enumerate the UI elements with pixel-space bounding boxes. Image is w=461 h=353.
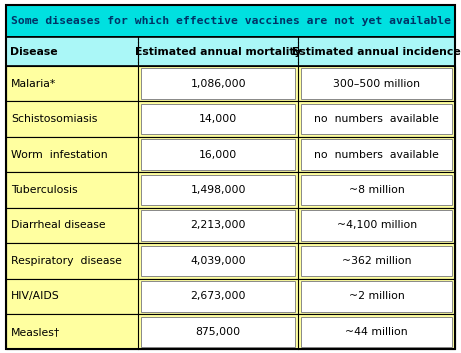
Text: ~8 million: ~8 million bbox=[349, 185, 405, 195]
Text: ~4,100 million: ~4,100 million bbox=[337, 221, 417, 231]
Bar bbox=[6, 314, 455, 349]
Text: 2,673,000: 2,673,000 bbox=[190, 291, 246, 301]
Text: 875,000: 875,000 bbox=[195, 327, 241, 337]
Text: Some diseases for which effective vaccines are not yet available: Some diseases for which effective vaccin… bbox=[11, 16, 450, 26]
Text: HIV/AIDS: HIV/AIDS bbox=[11, 291, 60, 301]
Bar bbox=[301, 281, 452, 312]
Text: Estimated annual mortality: Estimated annual mortality bbox=[135, 47, 301, 56]
Bar bbox=[301, 175, 452, 205]
Bar bbox=[6, 66, 455, 101]
Text: 2,213,000: 2,213,000 bbox=[190, 221, 246, 231]
Text: Diarrheal disease: Diarrheal disease bbox=[11, 221, 106, 231]
Bar bbox=[6, 172, 455, 208]
Bar bbox=[142, 210, 295, 241]
Text: no  numbers  available: no numbers available bbox=[314, 150, 439, 160]
Bar bbox=[6, 279, 455, 314]
Text: 4,039,000: 4,039,000 bbox=[190, 256, 246, 266]
Bar bbox=[142, 104, 295, 134]
Text: 14,000: 14,000 bbox=[199, 114, 237, 124]
Text: Malaria*: Malaria* bbox=[11, 79, 56, 89]
Text: Measles†: Measles† bbox=[11, 327, 60, 337]
Text: 300–500 million: 300–500 million bbox=[333, 79, 420, 89]
Text: Disease: Disease bbox=[10, 47, 58, 56]
Bar bbox=[301, 68, 452, 99]
Bar bbox=[301, 104, 452, 134]
Text: ~44 million: ~44 million bbox=[345, 327, 408, 337]
Bar bbox=[142, 175, 295, 205]
Text: 1,498,000: 1,498,000 bbox=[190, 185, 246, 195]
Bar bbox=[142, 281, 295, 312]
Text: Worm  infestation: Worm infestation bbox=[11, 150, 108, 160]
Bar bbox=[142, 246, 295, 276]
Text: ~362 million: ~362 million bbox=[342, 256, 412, 266]
Text: Respiratory  disease: Respiratory disease bbox=[11, 256, 122, 266]
Bar bbox=[142, 317, 295, 347]
Bar bbox=[301, 210, 452, 241]
Bar bbox=[6, 208, 455, 243]
Text: 16,000: 16,000 bbox=[199, 150, 237, 160]
Bar bbox=[6, 37, 455, 66]
Bar bbox=[142, 139, 295, 170]
Bar bbox=[6, 137, 455, 172]
Bar bbox=[301, 317, 452, 347]
Text: Estimated annual incidence: Estimated annual incidence bbox=[292, 47, 461, 56]
Bar bbox=[301, 246, 452, 276]
Bar bbox=[142, 68, 295, 99]
Text: ~2 million: ~2 million bbox=[349, 291, 405, 301]
Text: 1,086,000: 1,086,000 bbox=[190, 79, 246, 89]
Bar bbox=[6, 243, 455, 279]
Text: no  numbers  available: no numbers available bbox=[314, 114, 439, 124]
Bar bbox=[6, 5, 455, 37]
Bar bbox=[6, 101, 455, 137]
Text: Tuberculosis: Tuberculosis bbox=[11, 185, 78, 195]
Text: Schistosomiasis: Schistosomiasis bbox=[11, 114, 97, 124]
Bar bbox=[301, 139, 452, 170]
